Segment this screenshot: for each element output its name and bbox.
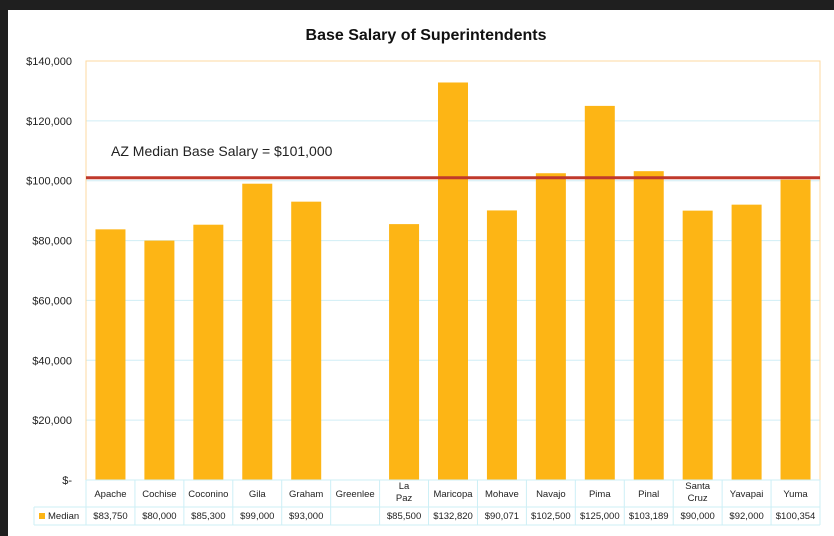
- category-label: Cruz: [688, 493, 708, 504]
- data-label: $99,000: [240, 511, 274, 522]
- y-tick-label: $80,000: [32, 236, 72, 248]
- y-axis: $- $20,000 $40,000 $60,000 $80,000 $100,000 $1…: [26, 56, 72, 487]
- data-label: $85,300: [191, 511, 225, 522]
- data-label: $92,000: [729, 511, 763, 522]
- y-tick-label: $100,000: [26, 176, 72, 188]
- chart-title: Base Salary of Superintendents: [306, 27, 547, 44]
- bar-la-paz: [389, 224, 420, 480]
- y-tick-label: $-: [62, 475, 72, 487]
- data-label: $85,500: [387, 511, 421, 522]
- data-label: $90,071: [485, 511, 519, 522]
- bars: [95, 82, 811, 481]
- bar-santa-cruz: [682, 210, 713, 480]
- bar-graham: [291, 201, 322, 480]
- chart-panel: Base Salary of Superintendents $- $20,000…: [8, 10, 834, 536]
- bar-maricopa: [438, 82, 468, 481]
- reference-line-group: AZ Median Base Salary = $101,000: [86, 143, 820, 180]
- category-label: Yuma: [783, 489, 808, 500]
- y-tick-label: $120,000: [26, 116, 72, 128]
- y-tick-label: $60,000: [32, 295, 72, 307]
- category-label: Maricopa: [433, 489, 473, 500]
- bar-yavapai: [731, 204, 762, 480]
- bar-chart: Base Salary of Superintendents $- $20,000…: [26, 27, 821, 526]
- bar-pinal: [633, 171, 664, 481]
- category-label: Cochise: [142, 489, 176, 500]
- bar-mohave: [486, 210, 517, 480]
- y-tick-label: $40,000: [32, 355, 72, 367]
- data-label: $102,500: [531, 511, 571, 522]
- category-label: Graham: [289, 489, 323, 500]
- y-tick-label: $20,000: [32, 415, 72, 427]
- data-label: $90,000: [680, 511, 714, 522]
- category-label: Mohave: [485, 489, 519, 500]
- bar-cochise: [144, 240, 175, 480]
- data-table: Median Apache $83,750 Cochise $80,000 Coconin…: [33, 479, 821, 526]
- category-label: Pinal: [638, 489, 659, 500]
- bar-apache: [95, 229, 126, 480]
- category-label: Gila: [249, 489, 267, 500]
- category-label: Pima: [589, 489, 611, 500]
- category-label: Santa: [685, 481, 711, 492]
- category-label: Apache: [94, 489, 126, 500]
- legend-series-name: Median: [48, 511, 79, 522]
- category-label: Navajo: [536, 489, 566, 500]
- data-label: $83,750: [93, 511, 127, 522]
- data-label: $100,354: [776, 511, 816, 522]
- bar-navajo: [535, 173, 566, 480]
- category-label: La: [399, 481, 410, 492]
- legend-swatch: [39, 513, 45, 519]
- data-label: $125,000: [580, 511, 620, 522]
- data-label: $93,000: [289, 511, 323, 522]
- bar-yuma: [780, 179, 811, 480]
- data-label: $80,000: [142, 511, 176, 522]
- reference-line-label: AZ Median Base Salary = $101,000: [111, 143, 333, 159]
- category-label: Paz: [396, 493, 413, 504]
- bar-coconino: [193, 224, 224, 480]
- bar-gila: [242, 183, 273, 480]
- category-label: Greenlee: [336, 489, 375, 500]
- data-label: $132,820: [433, 511, 473, 522]
- category-label: Yavapai: [730, 489, 764, 500]
- category-label: Coconino: [188, 489, 228, 500]
- bar-pima: [584, 105, 615, 481]
- y-tick-label: $140,000: [26, 56, 72, 68]
- data-label: $103,189: [629, 511, 669, 522]
